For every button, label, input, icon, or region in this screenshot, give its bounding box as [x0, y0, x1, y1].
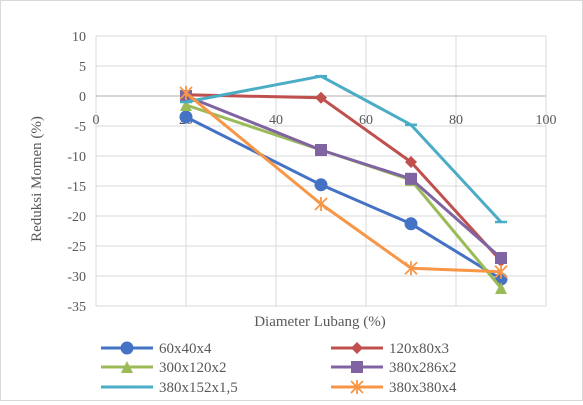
- data-point: [315, 144, 327, 156]
- x-tick-label: 100: [536, 113, 557, 128]
- x-axis-label: Diameter Lubang (%): [254, 314, 386, 330]
- data-point: [495, 252, 507, 264]
- y-tick-label: -5: [74, 120, 86, 135]
- x-tick-label: 60: [359, 113, 373, 128]
- y-tick-label: -35: [67, 300, 86, 315]
- legend-label: 300x120x2: [159, 360, 227, 376]
- y-tick-label: 5: [79, 60, 86, 75]
- y-axis-label: Reduksi Momen (%): [29, 116, 45, 242]
- legend-marker: [120, 341, 134, 355]
- data-point: [179, 110, 193, 124]
- series-line: [185, 115, 502, 281]
- legend-item: 380x286x2: [331, 360, 457, 376]
- series-line: [185, 94, 502, 260]
- data-point: [404, 261, 418, 276]
- data-point: [494, 264, 508, 279]
- data-point: [405, 156, 417, 168]
- x-tick-label: 40: [269, 113, 283, 128]
- data-point: [404, 217, 418, 231]
- y-tick-label: -25: [67, 240, 86, 255]
- y-tick-label: 10: [72, 30, 86, 45]
- legend-item: 300x120x2: [101, 360, 227, 376]
- legend-marker: [351, 342, 363, 354]
- legend: 60x40x4 120x80x3 300x120x2 380x286x2 380x152…: [101, 341, 457, 396]
- legend-label: 380x286x2: [389, 360, 457, 376]
- y-tick-label: 0: [79, 90, 86, 105]
- data-point: [180, 99, 192, 111]
- series-line: [185, 93, 503, 263]
- data-point: [495, 282, 507, 294]
- legend-marker: [121, 361, 133, 373]
- x-tick-label: 80: [449, 113, 463, 128]
- data-point: [405, 172, 417, 185]
- legend-item: 120x80x3: [331, 341, 449, 357]
- data-point: [314, 197, 328, 211]
- series-lines: [179, 74, 508, 294]
- series-380x380x4: [179, 86, 508, 279]
- series-380x152x1,5: [180, 74, 507, 224]
- legend-item: 380x380x4: [331, 380, 457, 396]
- legend-label: 380x380x4: [389, 380, 457, 396]
- legend-item: 380x152x1,5: [101, 380, 238, 396]
- y-tick-label: -20: [67, 210, 86, 225]
- data-point: [315, 91, 327, 104]
- legend-marker: [351, 361, 363, 373]
- x-tick-label: 0: [93, 113, 100, 128]
- legend-item: 60x40x4: [101, 341, 212, 357]
- y-axis-tick-labels: 10 5 0 -5 -10 -15 -20 -25 -30 -35: [67, 30, 86, 315]
- data-point: [179, 86, 193, 100]
- series-380x286x2: [180, 90, 507, 264]
- legend-label: 380x152x1,5: [159, 380, 238, 396]
- series-line: [185, 91, 502, 274]
- series-line: [185, 74, 503, 224]
- y-tick-label: -10: [67, 150, 86, 165]
- series-60x40x4: [179, 110, 508, 286]
- legend-marker: [350, 380, 364, 394]
- y-tick-label: -30: [67, 270, 86, 285]
- data-point: [314, 178, 328, 192]
- y-tick-label: -15: [67, 180, 86, 195]
- legend-label: 60x40x4: [159, 341, 212, 357]
- legend-label: 120x80x3: [389, 341, 449, 357]
